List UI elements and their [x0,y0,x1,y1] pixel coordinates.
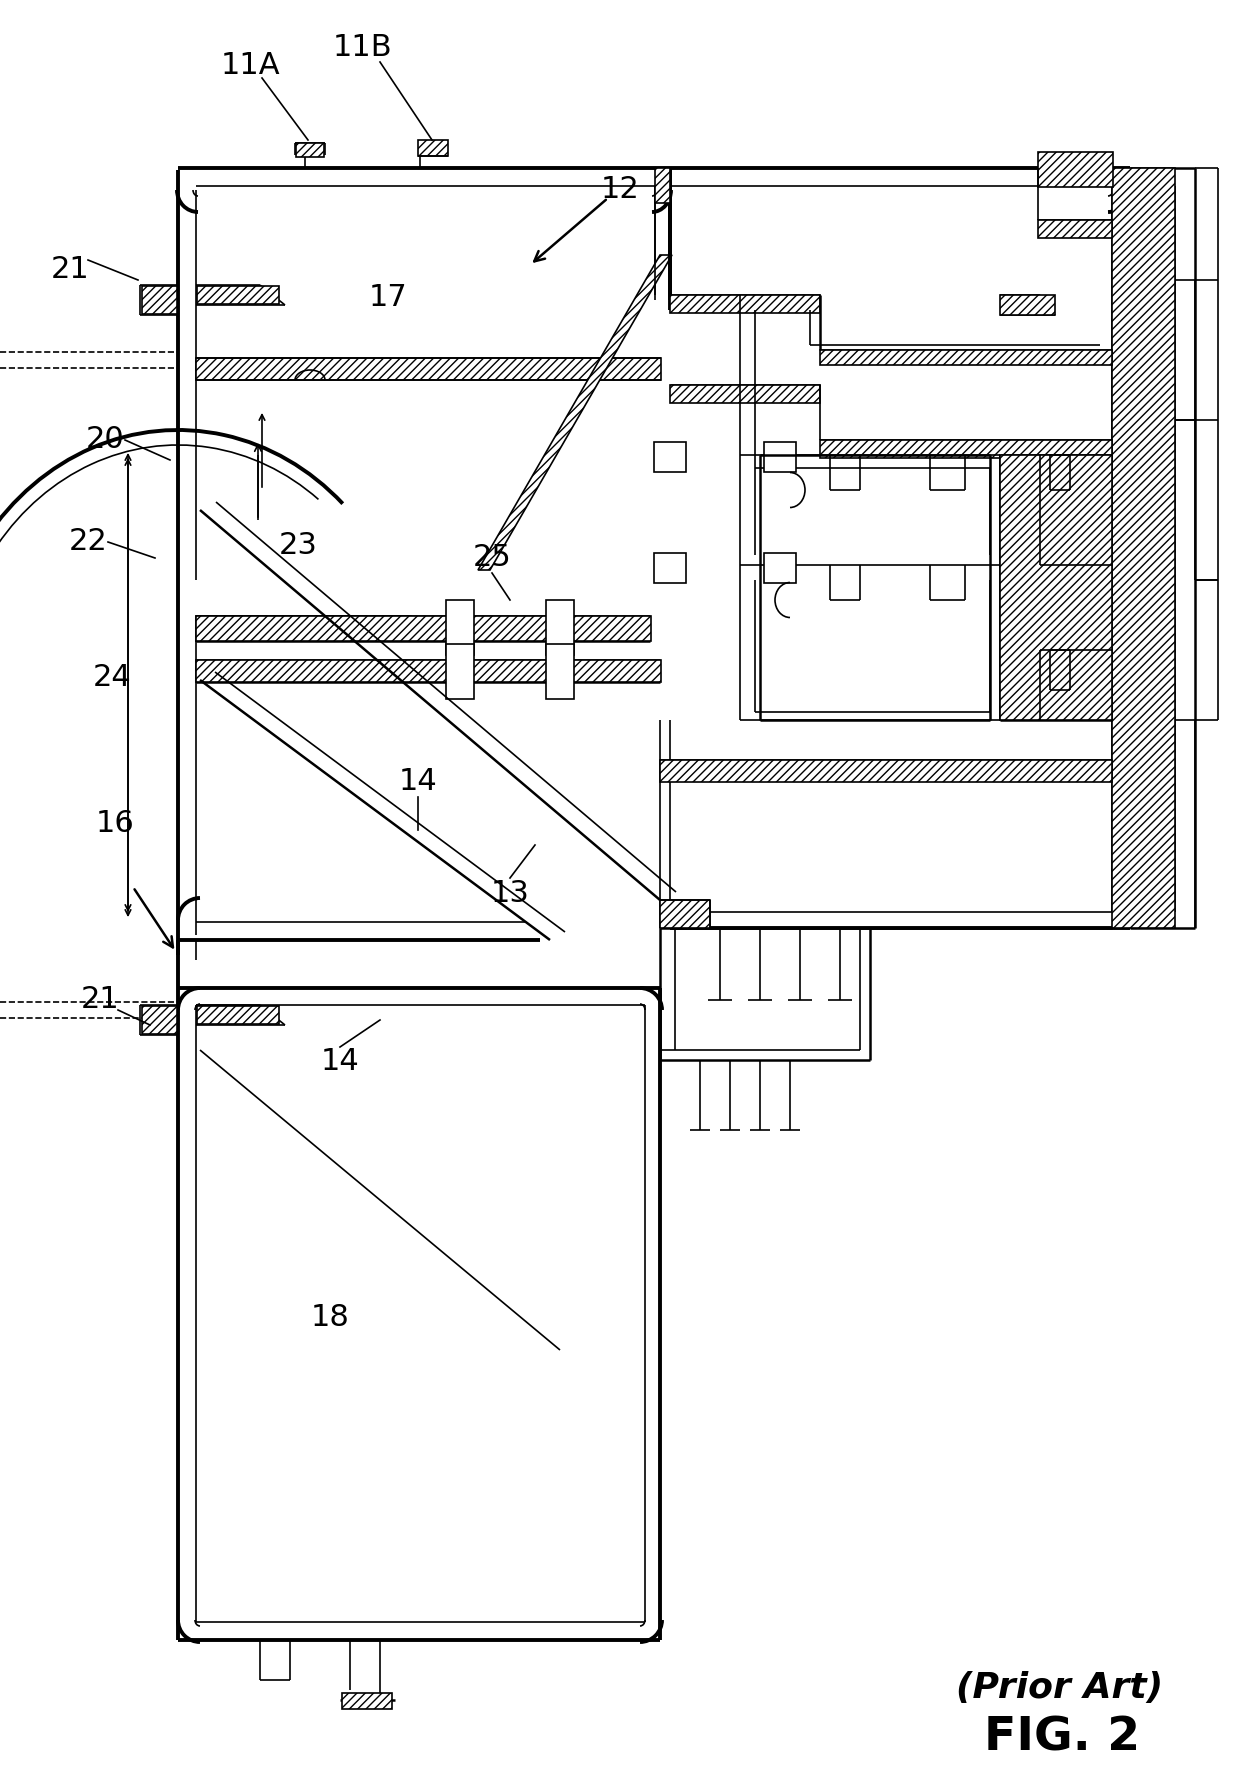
Text: 11B: 11B [332,34,392,62]
Circle shape [456,624,464,633]
Bar [546,643,574,699]
Text: 22: 22 [68,527,108,556]
Bar [999,454,1112,720]
Bar [999,296,1055,315]
Bar [546,601,574,656]
Bar [670,385,820,403]
Circle shape [449,617,471,640]
Text: 21: 21 [81,985,119,1014]
Bar [660,759,1112,782]
Bar [653,552,686,583]
Circle shape [449,659,471,681]
Circle shape [660,558,680,577]
Bar [660,900,711,928]
Bar [1112,168,1176,928]
Circle shape [776,453,784,462]
Bar [196,617,410,642]
Bar [418,141,448,157]
Text: 13: 13 [491,879,529,907]
Bar [143,1007,177,1034]
Bar [196,617,651,642]
Bar [764,442,796,472]
Text: 11A: 11A [221,50,280,80]
Text: FIG. 2: FIG. 2 [983,1716,1140,1761]
Text: 16: 16 [95,809,134,839]
Circle shape [549,617,570,640]
Text: 17: 17 [368,283,408,312]
Polygon shape [477,255,672,570]
Bar [196,358,661,380]
Bar [197,1007,279,1025]
Circle shape [770,558,790,577]
Bar [1038,219,1112,239]
Circle shape [666,453,675,462]
Text: (Prior Art): (Prior Art) [956,1672,1163,1705]
Text: 14: 14 [398,768,438,797]
Circle shape [776,563,784,572]
Circle shape [666,563,675,572]
Circle shape [770,447,790,467]
Bar [296,143,324,157]
Text: 14: 14 [321,1048,360,1076]
Circle shape [549,659,570,681]
Circle shape [660,447,680,467]
Bar [653,442,686,472]
Text: 18: 18 [310,1303,350,1333]
Bar [196,659,661,683]
Bar [670,296,820,314]
Text: 25: 25 [472,544,511,572]
Text: 20: 20 [86,426,124,454]
Bar [764,552,796,583]
Bar [655,168,670,203]
Text: 24: 24 [93,663,131,693]
Bar [1038,151,1114,187]
Bar [446,601,474,656]
Circle shape [456,666,464,674]
Circle shape [556,624,564,633]
Bar [342,1693,392,1709]
Bar [143,285,177,314]
Text: 21: 21 [51,255,89,285]
Circle shape [556,666,564,674]
Text: 12: 12 [600,175,640,205]
Bar [197,285,279,305]
Bar [820,440,1112,458]
Bar [820,349,1112,365]
Bar [446,643,474,699]
Text: 23: 23 [279,531,317,560]
